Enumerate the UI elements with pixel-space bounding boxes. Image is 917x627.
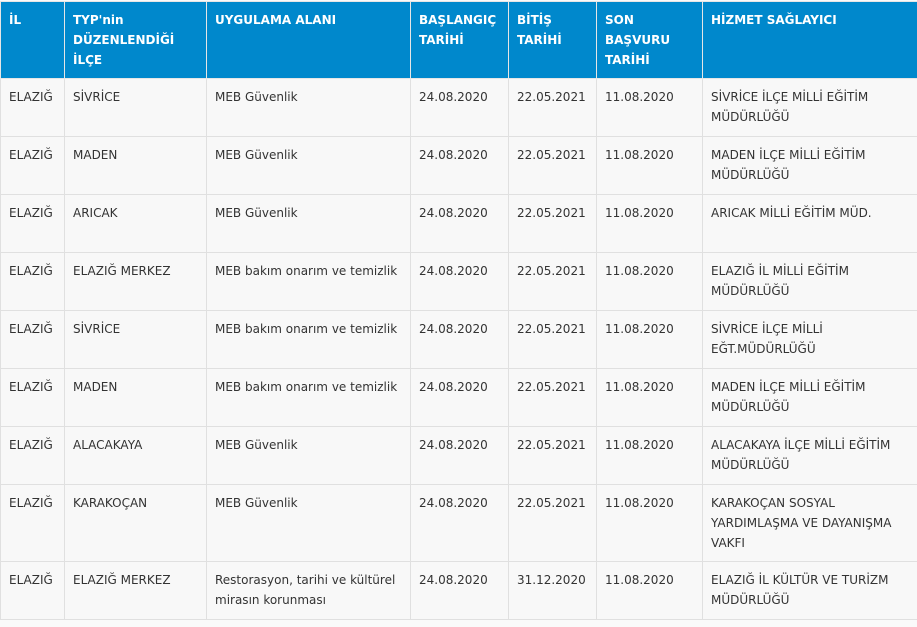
cell-hizmet-saglayici: ALACAKAYA İLÇE MİLLİ EĞİTİM MÜDÜRLÜĞÜ (703, 427, 917, 485)
column-header-hizmet-saglayici: HİZMET SAĞLAYICI (703, 2, 917, 79)
cell-baslangic-tarihi: 24.08.2020 (411, 195, 509, 253)
cell-hizmet-saglayici: KARAKOÇAN SOSYAL YARDIMLAŞMA VE DAYANIŞM… (703, 485, 917, 562)
cell-il: ELAZIĞ (1, 195, 65, 253)
cell-uygulama-alani: MEB bakım onarım ve temizlik (207, 253, 411, 311)
cell-hizmet-saglayici: MADEN İLÇE MİLLİ EĞİTİM MÜDÜRLÜĞÜ (703, 369, 917, 427)
cell-baslangic-tarihi: 24.08.2020 (411, 427, 509, 485)
cell-uygulama-alani: Restorasyon, tarihi ve kültürel mirasın … (207, 562, 411, 620)
cell-ilce: ALACAKAYA (65, 427, 207, 485)
cell-ilce: MADEN (65, 369, 207, 427)
cell-ilce: ARICAK (65, 195, 207, 253)
cell-son-basvuru-tarihi: 11.08.2020 (597, 253, 703, 311)
column-header-ilce: TYP'nin DÜZENLENDİĞİ İLÇE (65, 2, 207, 79)
cell-bitis-tarihi: 22.05.2021 (509, 79, 597, 137)
cell-il: ELAZIĞ (1, 311, 65, 369)
cell-baslangic-tarihi: 24.08.2020 (411, 137, 509, 195)
cell-il: ELAZIĞ (1, 137, 65, 195)
cell-bitis-tarihi: 22.05.2021 (509, 369, 597, 427)
column-header-son-basvuru-tarihi: SON BAŞVURU TARİHİ (597, 2, 703, 79)
cell-bitis-tarihi: 22.05.2021 (509, 427, 597, 485)
cell-hizmet-saglayici: SİVRİCE İLÇE MİLLİ EĞİTİM MÜDÜRLÜĞÜ (703, 79, 917, 137)
cell-il: ELAZIĞ (1, 253, 65, 311)
cell-son-basvuru-tarihi: 11.08.2020 (597, 195, 703, 253)
cell-il: ELAZIĞ (1, 427, 65, 485)
cell-ilce: ELAZIĞ MERKEZ (65, 253, 207, 311)
cell-ilce: SİVRİCE (65, 79, 207, 137)
cell-baslangic-tarihi: 24.08.2020 (411, 311, 509, 369)
cell-son-basvuru-tarihi: 11.08.2020 (597, 427, 703, 485)
cell-son-basvuru-tarihi: 11.08.2020 (597, 369, 703, 427)
cell-uygulama-alani: MEB Güvenlik (207, 137, 411, 195)
cell-son-basvuru-tarihi: 11.08.2020 (597, 562, 703, 620)
column-header-uygulama-alani: UYGULAMA ALANI (207, 2, 411, 79)
cell-hizmet-saglayici: ARICAK MİLLİ EĞİTİM MÜD. (703, 195, 917, 253)
cell-il: ELAZIĞ (1, 79, 65, 137)
cell-baslangic-tarihi: 24.08.2020 (411, 79, 509, 137)
column-header-bitis-tarihi: BİTİŞ TARİHİ (509, 2, 597, 79)
cell-uygulama-alani: MEB bakım onarım ve temizlik (207, 369, 411, 427)
cell-baslangic-tarihi: 24.08.2020 (411, 485, 509, 562)
cell-ilce: ELAZIĞ MERKEZ (65, 562, 207, 620)
cell-hizmet-saglayici: ELAZIĞ İL KÜLTÜR VE TURİZM MÜDÜRLÜĞÜ (703, 562, 917, 620)
cell-baslangic-tarihi: 24.08.2020 (411, 369, 509, 427)
cell-ilce: SİVRİCE (65, 311, 207, 369)
cell-hizmet-saglayici: MADEN İLÇE MİLLİ EĞİTİM MÜDÜRLÜĞÜ (703, 137, 917, 195)
cell-bitis-tarihi: 22.05.2021 (509, 195, 597, 253)
cell-il: ELAZIĞ (1, 485, 65, 562)
cell-son-basvuru-tarihi: 11.08.2020 (597, 137, 703, 195)
cell-baslangic-tarihi: 24.08.2020 (411, 562, 509, 620)
cell-son-basvuru-tarihi: 11.08.2020 (597, 311, 703, 369)
cell-bitis-tarihi: 31.12.2020 (509, 562, 597, 620)
cell-uygulama-alani: MEB Güvenlik (207, 485, 411, 562)
cell-uygulama-alani: MEB Güvenlik (207, 427, 411, 485)
cell-bitis-tarihi: 22.05.2021 (509, 253, 597, 311)
cell-hizmet-saglayici: SİVRİCE İLÇE MİLLİ EĞT.MÜDÜRLÜĞÜ (703, 311, 917, 369)
cell-baslangic-tarihi: 24.08.2020 (411, 253, 509, 311)
cell-hizmet-saglayici: ELAZIĞ İL MİLLİ EĞİTİM MÜDÜRLÜĞÜ (703, 253, 917, 311)
cell-il: ELAZIĞ (1, 369, 65, 427)
cell-il: ELAZIĞ (1, 562, 65, 620)
cell-son-basvuru-tarihi: 11.08.2020 (597, 79, 703, 137)
cell-uygulama-alani: MEB bakım onarım ve temizlik (207, 311, 411, 369)
cell-uygulama-alani: MEB Güvenlik (207, 195, 411, 253)
cell-uygulama-alani: MEB Güvenlik (207, 79, 411, 137)
column-header-baslangic-tarihi: BAŞLANGIÇ TARİHİ (411, 2, 509, 79)
column-header-il: İL (1, 2, 65, 79)
cell-bitis-tarihi: 22.05.2021 (509, 311, 597, 369)
cell-son-basvuru-tarihi: 11.08.2020 (597, 485, 703, 562)
cell-bitis-tarihi: 22.05.2021 (509, 485, 597, 562)
cell-ilce: MADEN (65, 137, 207, 195)
cell-ilce: KARAKOÇAN (65, 485, 207, 562)
cell-bitis-tarihi: 22.05.2021 (509, 137, 597, 195)
